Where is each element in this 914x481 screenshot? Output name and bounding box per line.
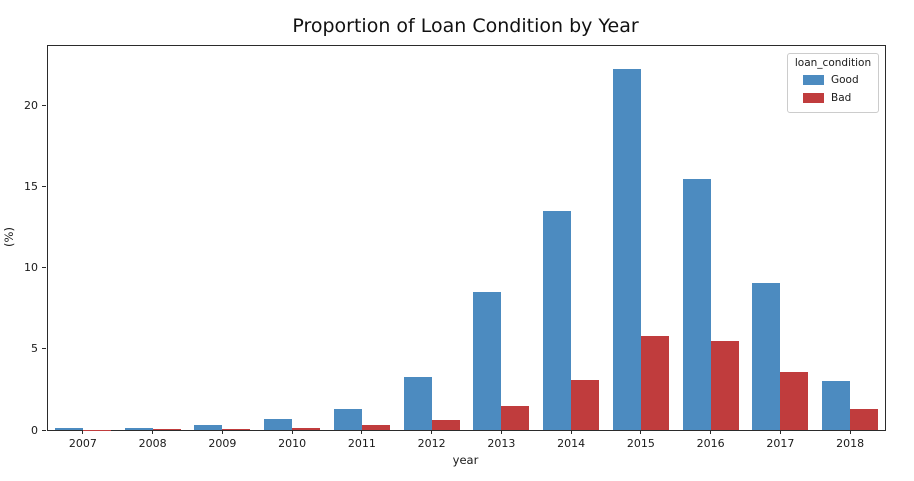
legend-title: loan_condition — [794, 57, 872, 69]
x-tick-label: 2017 — [766, 437, 795, 450]
x-tick-label: 2010 — [278, 437, 307, 450]
bar-bad-2017 — [780, 371, 809, 430]
bar-bad-2007 — [82, 429, 111, 430]
x-tick-label: 2008 — [138, 437, 167, 450]
y-tick-label: 0 — [31, 423, 38, 437]
bar-good-2011 — [333, 408, 362, 430]
bar-bad-2011 — [361, 425, 390, 430]
legend-label-bad: Bad — [831, 92, 852, 104]
legend-label-good: Good — [831, 74, 859, 86]
bar-bad-2018 — [850, 408, 879, 430]
x-tick-label: 2018 — [836, 437, 865, 450]
bar-good-2012 — [403, 376, 432, 430]
x-tick-label: 2016 — [696, 437, 725, 450]
x-tick-label: 2012 — [417, 437, 446, 450]
y-tick-label: 20 — [24, 99, 38, 113]
y-axis-label: (%) — [2, 227, 16, 247]
bar-good-2015 — [612, 68, 641, 430]
bar-good-2007 — [54, 428, 83, 430]
x-tick-mark — [82, 430, 84, 434]
y-tick-label: 10 — [24, 261, 38, 275]
x-tick-label: 2009 — [208, 437, 237, 450]
x-tick-mark — [291, 430, 293, 434]
bar-good-2010 — [264, 418, 293, 430]
y-tick-mark — [42, 348, 46, 350]
legend-item-bad: Bad — [793, 89, 873, 107]
legend-swatch-good-icon — [803, 75, 824, 85]
y-tick-mark — [42, 267, 46, 269]
x-tick-label: 2007 — [68, 437, 97, 450]
x-tick-mark — [431, 430, 433, 434]
legend: loan_condition Good Bad — [787, 53, 879, 113]
bar-bad-2014 — [571, 379, 600, 430]
bar-good-2009 — [194, 425, 223, 430]
bar-bad-2015 — [640, 336, 669, 430]
x-axis-label: year — [452, 453, 479, 467]
y-tick-mark — [42, 105, 46, 107]
x-tick-mark — [849, 430, 851, 434]
bar-good-2013 — [473, 292, 502, 430]
y-tick-mark — [42, 186, 46, 188]
x-tick-mark — [640, 430, 642, 434]
legend-item-good: Good — [793, 71, 873, 89]
x-tick-mark — [779, 430, 781, 434]
bar-good-2008 — [124, 427, 153, 430]
x-tick-mark — [570, 430, 572, 434]
y-tick-label: 15 — [24, 180, 38, 194]
bar-good-2016 — [682, 178, 711, 430]
plot-area: loan_condition Good Bad 0 5 10 15 20 2007 2008 2… — [24, 45, 886, 450]
y-tick-label: 5 — [31, 342, 38, 356]
bar-bad-2013 — [501, 405, 530, 430]
bar-bad-2009 — [222, 428, 251, 430]
x-tick-label: 2011 — [347, 437, 376, 450]
x-tick-label: 2013 — [487, 437, 516, 450]
chart-title: Proportion of Loan Condition by Year — [292, 15, 639, 37]
bar-bad-2012 — [431, 420, 460, 430]
bar-bad-2008 — [152, 428, 181, 430]
x-tick-mark — [361, 430, 363, 434]
x-tick-mark — [710, 430, 712, 434]
x-tick-mark — [500, 430, 502, 434]
x-tick-mark — [152, 430, 154, 434]
x-tick-mark — [221, 430, 223, 434]
y-tick-mark — [42, 429, 46, 431]
bar-good-2018 — [822, 381, 851, 430]
x-tick-label: 2014 — [557, 437, 586, 450]
bar-bad-2016 — [710, 340, 739, 430]
legend-swatch-bad-icon — [803, 93, 824, 103]
x-tick-label: 2015 — [626, 437, 655, 450]
bar-bad-2010 — [292, 428, 321, 430]
bar-good-2014 — [543, 211, 572, 430]
bar-good-2017 — [752, 282, 781, 430]
